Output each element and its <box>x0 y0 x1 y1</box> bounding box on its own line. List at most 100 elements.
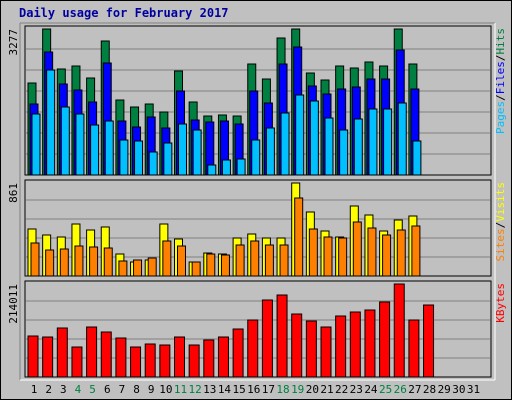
bar-pages-day-25 <box>383 108 393 176</box>
y-max-label: 214011 <box>7 284 20 324</box>
bar-sites-day-6 <box>103 247 113 277</box>
bar-pages-day-16 <box>251 139 261 176</box>
bar-pages-day-15 <box>236 158 246 176</box>
day-label-7: 7 <box>119 383 126 396</box>
day-label-2: 2 <box>45 383 52 396</box>
day-label-22: 22 <box>335 383 348 396</box>
day-label-25: 25 <box>379 383 392 396</box>
bar-pages-day-27 <box>412 140 422 176</box>
bar-pages-day-11 <box>178 123 187 176</box>
bar-sites-day-5 <box>89 246 99 277</box>
bar-pages-day-26 <box>397 102 407 176</box>
bar-sites-day-18 <box>279 244 289 277</box>
bar-kbytes-day-18 <box>276 294 288 378</box>
legend: Sites/Visits <box>494 182 507 262</box>
bar-pages-day-21 <box>324 117 334 176</box>
bar-sites-day-13 <box>206 253 216 277</box>
day-label-24: 24 <box>364 383 378 396</box>
bar-sites-day-23 <box>352 221 362 277</box>
legend-visits: Visits <box>494 182 507 222</box>
bar-pages-day-2 <box>46 69 56 176</box>
day-label-6: 6 <box>104 383 111 396</box>
legend-separator: / <box>494 55 507 62</box>
bar-pages-day-12 <box>192 129 202 176</box>
day-label-19: 19 <box>291 383 304 396</box>
bar-sites-day-14 <box>220 254 230 277</box>
bar-sites-day-17 <box>264 244 274 277</box>
bar-sites-day-15 <box>235 244 245 277</box>
bar-sites-day-19 <box>294 197 304 277</box>
bar-sites-day-25 <box>382 234 392 277</box>
bar-pages-day-20 <box>309 100 319 176</box>
bar-kbytes-day-12 <box>188 344 200 378</box>
day-label-8: 8 <box>133 383 140 396</box>
bar-sites-day-7 <box>118 260 128 277</box>
bar-sites-day-3 <box>59 248 69 277</box>
bar-sites-day-26 <box>396 229 406 277</box>
bar-pages-day-9 <box>148 151 158 176</box>
bar-kbytes-day-3 <box>56 327 68 378</box>
legend-separator: / <box>494 222 507 229</box>
legend-kbytes: KBytes <box>494 283 507 323</box>
legend-separator: / <box>494 94 507 101</box>
bar-pages-day-6 <box>104 120 114 176</box>
bar-kbytes-day-21 <box>320 326 332 378</box>
day-label-16: 16 <box>247 383 260 396</box>
day-label-11: 11 <box>174 383 187 396</box>
y-max-label: 3277 <box>7 29 20 56</box>
legend: KBytes <box>494 283 507 323</box>
bar-kbytes-day-14 <box>217 336 229 378</box>
bar-pages-day-1 <box>31 113 41 176</box>
bar-pages-day-7 <box>119 139 129 176</box>
bar-kbytes-day-16 <box>247 319 259 378</box>
day-label-5: 5 <box>89 383 96 396</box>
bar-sites-day-16 <box>250 240 260 277</box>
bar-kbytes-day-28 <box>423 304 435 378</box>
bar-kbytes-day-2 <box>42 336 54 378</box>
bar-kbytes-day-13 <box>203 339 215 378</box>
bar-sites-day-27 <box>411 225 421 277</box>
bar-kbytes-day-26 <box>393 283 405 378</box>
day-label-14: 14 <box>218 383 232 396</box>
bar-sites-day-9 <box>147 257 157 277</box>
bar-kbytes-day-27 <box>408 319 420 378</box>
bar-sites-day-12 <box>191 261 201 277</box>
day-label-10: 10 <box>159 383 172 396</box>
bar-kbytes-day-20 <box>305 320 317 378</box>
bar-pages-day-23 <box>353 118 363 176</box>
day-label-3: 3 <box>60 383 67 396</box>
bar-kbytes-day-19 <box>291 313 303 378</box>
bar-kbytes-day-22 <box>335 315 347 378</box>
legend-files: Files <box>494 61 507 94</box>
bar-kbytes-day-6 <box>100 331 112 378</box>
day-label-12: 12 <box>189 383 202 396</box>
bar-kbytes-day-1 <box>27 335 39 378</box>
legend-hits: Hits <box>494 28 507 55</box>
day-label-31: 31 <box>467 383 480 396</box>
bar-sites-day-4 <box>74 245 84 277</box>
bar-pages-day-3 <box>60 106 70 176</box>
bar-pages-day-4 <box>75 113 85 176</box>
bar-sites-day-22 <box>338 237 348 277</box>
bar-kbytes-day-7 <box>115 337 127 378</box>
legend-pages: Pages <box>494 101 507 134</box>
day-label-27: 27 <box>408 383 421 396</box>
day-label-23: 23 <box>350 383 363 396</box>
bar-kbytes-day-9 <box>144 343 156 378</box>
bar-kbytes-day-17 <box>261 299 273 378</box>
day-label-20: 20 <box>306 383 319 396</box>
bar-kbytes-day-5 <box>86 326 98 378</box>
bar-sites-day-8 <box>133 259 143 277</box>
bar-kbytes-day-25 <box>379 301 391 378</box>
day-label-4: 4 <box>75 383 82 396</box>
bar-pages-day-8 <box>134 140 144 176</box>
day-label-17: 17 <box>262 383 275 396</box>
day-label-9: 9 <box>148 383 155 396</box>
bar-kbytes-day-23 <box>349 311 361 378</box>
bar-sites-day-21 <box>323 236 333 277</box>
bar-sites-day-11 <box>177 245 186 277</box>
bar-sites-day-20 <box>308 228 318 277</box>
bar-sites-day-10 <box>162 240 172 277</box>
bar-kbytes-day-8 <box>130 346 142 378</box>
